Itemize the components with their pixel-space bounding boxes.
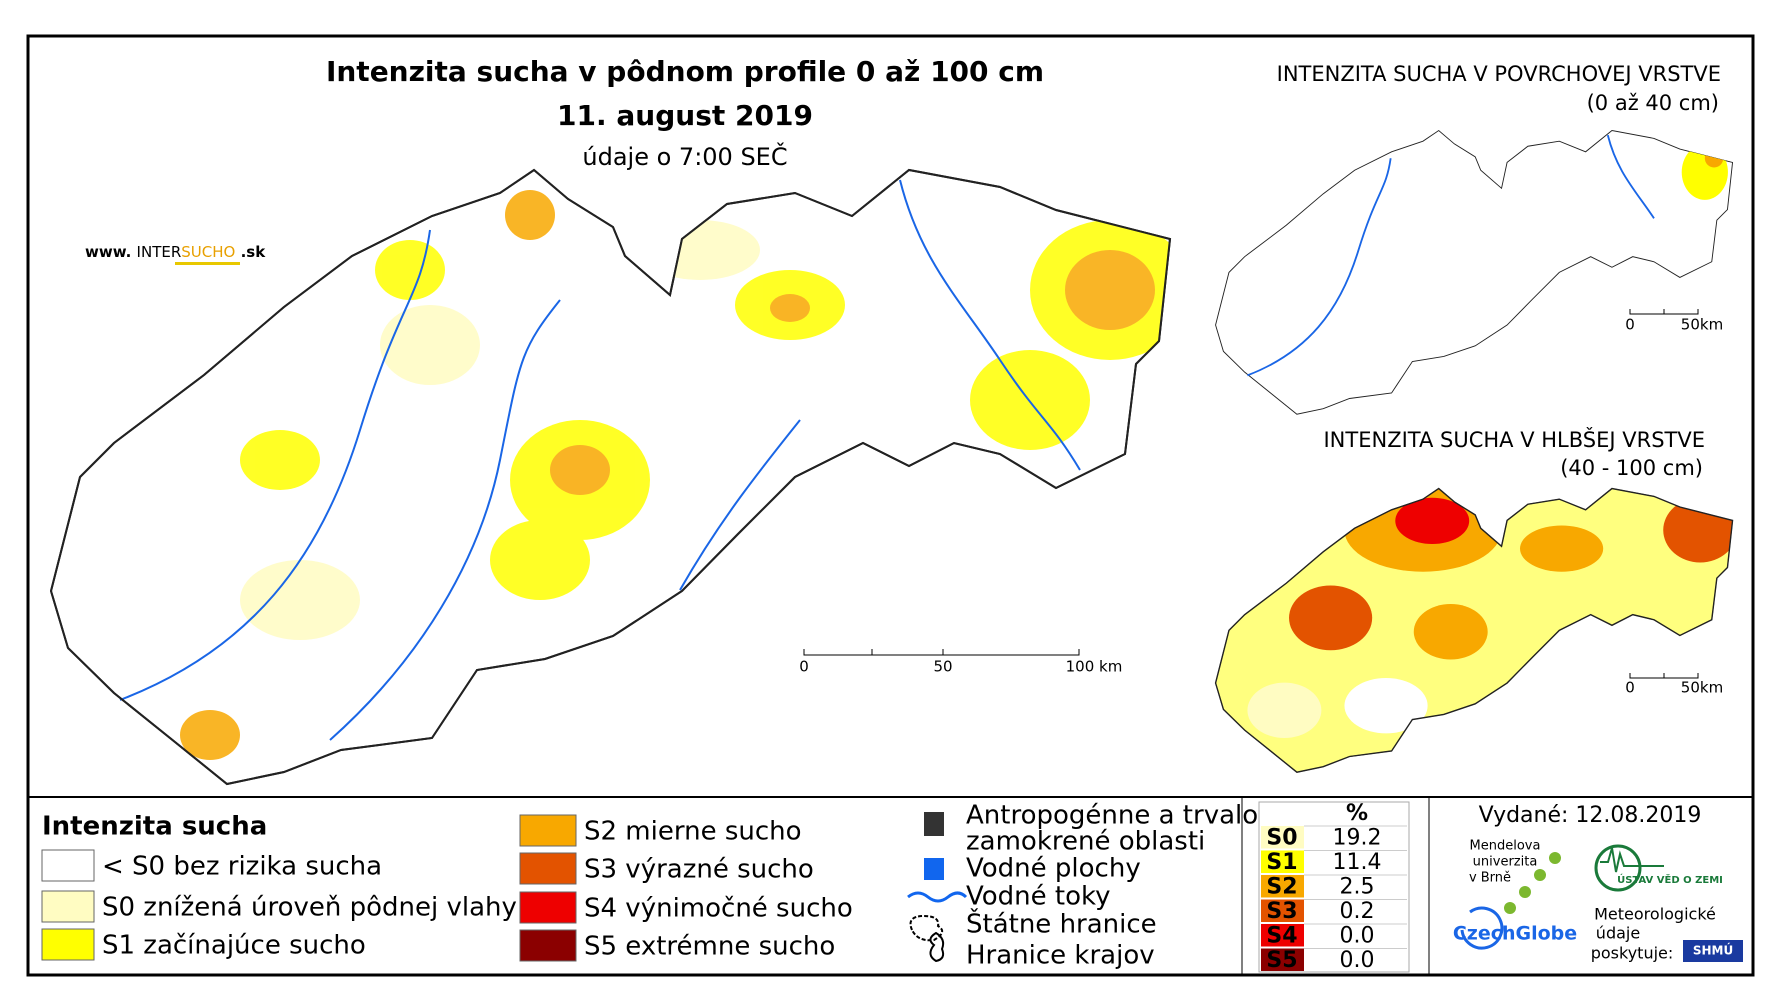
legend-label: S2 mierne sucho: [584, 817, 802, 847]
main-map: [50, 169, 1171, 785]
table-value: 19.2: [1333, 825, 1382, 850]
map-title: Intenzita sucha v pôdnom profile 0 až 10…: [326, 55, 1044, 88]
feature-label: Vodné plochy: [966, 854, 1141, 884]
scale-bar: [803, 649, 1080, 656]
table-header: %: [1346, 801, 1368, 826]
legend-label: S4 výnimočné sucho: [584, 894, 853, 924]
website-part: .sk: [241, 243, 267, 261]
legend-swatch: [41, 849, 95, 882]
feature-label: Antropogénne a trvalo: [966, 801, 1258, 831]
feature-icon: [924, 812, 944, 836]
table-value: 2.5: [1340, 874, 1375, 899]
feature-icon: [907, 891, 968, 903]
legend-swatch: [41, 928, 95, 961]
legend-label: < S0 bez rizika sucha: [102, 852, 382, 882]
inset-subtitle: (40 - 100 cm): [1560, 456, 1703, 480]
logo-text: poskytuje:: [1591, 944, 1674, 963]
ustav-icon: [1600, 847, 1664, 873]
shmu-logo: [1683, 940, 1743, 962]
legend-swatch: [519, 852, 577, 885]
stats-table: % S0 19.2 S1 11.4 S2 2.5 S3 0.2 S4 0.0 S5 0.0: [1258, 801, 1410, 973]
legend-swatch: [519, 929, 577, 962]
inset-title: INTENZITA SUCHA V HLBŠEJ VRSTVE: [1323, 427, 1705, 452]
table-code: S4: [1266, 923, 1297, 948]
table-code-cell: [1261, 850, 1304, 873]
inset-title: INTENZITA SUCHA V POVRCHOVEJ VRSTVE: [1277, 62, 1721, 86]
scale-bar: [1629, 309, 1699, 315]
table-code: S3: [1266, 899, 1297, 924]
legend-swatch: [519, 814, 577, 847]
website-part: www.: [85, 243, 131, 261]
czechglobe-icon: [1460, 906, 1504, 950]
website-part: INTER: [137, 243, 182, 261]
table-value: 0.0: [1340, 923, 1375, 948]
table-value: 0.0: [1340, 948, 1375, 973]
feature-label: Hranice krajov: [966, 941, 1155, 971]
legend-label: S5 extrémne sucho: [584, 932, 835, 962]
scale-label: 50km: [1681, 679, 1723, 697]
table-value: 11.4: [1333, 850, 1382, 875]
logo-text: CzechGlobe: [1453, 923, 1577, 945]
logo-text: Meteorologické: [1594, 905, 1716, 924]
scale-label: 50km: [1681, 316, 1723, 334]
legend-label: S3 výrazné sucho: [584, 855, 814, 885]
legend-swatch: [519, 891, 577, 924]
logo-text: univerzita: [1473, 855, 1538, 870]
legend-label: S1 začínajúce sucho: [102, 931, 366, 961]
feature-icon: [924, 858, 944, 880]
logo-text: Mendelova: [1470, 839, 1541, 854]
issued-date: Vydané: 12.08.2019: [1479, 803, 1702, 828]
inset-surface-map: [1215, 130, 1734, 415]
table-border: [1258, 801, 1410, 973]
feature-icon: [909, 914, 944, 942]
scale-label: 100 km: [1066, 658, 1123, 676]
table-code-cell: [1261, 924, 1304, 947]
scale-label: 0: [1625, 316, 1635, 334]
mendel-dots: [1504, 852, 1561, 914]
legend-label: S0 znížená úroveň pôdnej vlahy: [102, 893, 517, 923]
logo-text: údaje: [1596, 924, 1640, 943]
scale-bar: [1629, 673, 1699, 679]
table-code: S5: [1266, 948, 1297, 973]
scale-label: 0: [1625, 679, 1635, 697]
feature-label: Štátne hranice: [966, 908, 1157, 940]
table-value: 0.2: [1340, 899, 1375, 924]
legend: < S0 bez rizika sucha S0 znížená úroveň p…: [41, 814, 853, 962]
scale-label: 50: [933, 658, 952, 676]
website-underline: [175, 262, 240, 265]
scale-label: 0: [799, 658, 809, 676]
legend-swatch: [41, 890, 95, 923]
website: www. INTERSUCHO .sk: [85, 243, 266, 261]
table-code-cell: [1261, 826, 1304, 849]
table-code-cell: [1261, 875, 1304, 898]
logo-text: ÚSTAV VĚD O ZEMI: [1617, 873, 1723, 886]
table-code: S2: [1266, 874, 1297, 899]
inset-subtitle: (0 až 40 cm): [1587, 91, 1719, 115]
website-part: SUCHO: [181, 243, 235, 261]
table-code: S0: [1266, 825, 1297, 850]
map-subtitle: údaje o 7:00 SEČ: [582, 141, 787, 171]
table-code: S1: [1266, 850, 1297, 875]
ustav-icon: [1594, 844, 1642, 892]
table-code-cell: [1261, 899, 1304, 922]
map-date: 11. august 2019: [557, 99, 813, 132]
table-code-cell: [1261, 948, 1304, 971]
feature-icon: [929, 931, 945, 963]
logo-text: SHMÚ: [1693, 943, 1733, 958]
feature-label: Vodné toky: [966, 882, 1111, 912]
feature-label: zamokrené oblasti: [966, 827, 1205, 857]
legend-title: Intenzita sucha: [42, 812, 267, 842]
logo-text: v Brně: [1469, 871, 1511, 886]
